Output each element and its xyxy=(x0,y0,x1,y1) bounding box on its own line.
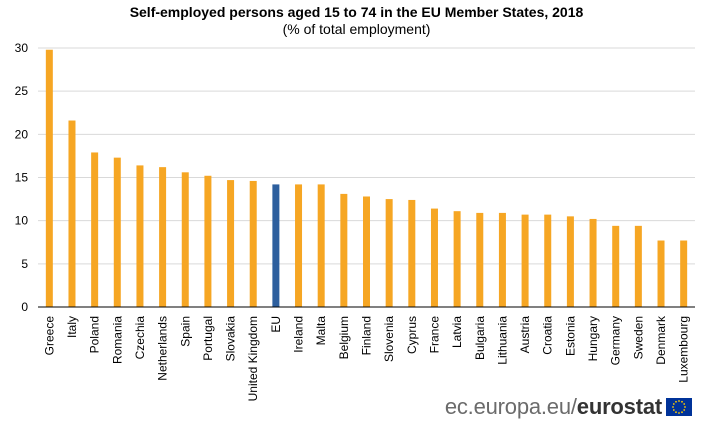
bar-denmark xyxy=(657,240,665,307)
bar-spain xyxy=(181,172,189,307)
x-axis-labels: Greece Italy Poland Romania Czechia Netherlan… xyxy=(42,315,690,401)
y-tick-label: 25 xyxy=(15,84,29,98)
footer-site-text: ec.europa.eu/ xyxy=(444,394,577,419)
x-tick-label: Denmark xyxy=(654,315,668,365)
bar-belgium xyxy=(340,193,348,307)
eu-flag-icon xyxy=(666,398,692,416)
chart-subtitle: (% of total employment) xyxy=(282,21,431,37)
bar-slovakia xyxy=(227,180,235,307)
eurostat-footer: ec.europa.eu/ eurostat xyxy=(444,394,692,419)
flag-star xyxy=(681,400,683,403)
bar-croatia xyxy=(544,214,552,307)
bar-netherlands xyxy=(159,167,167,307)
y-tick-label: 10 xyxy=(15,214,29,228)
bar-bulgaria xyxy=(476,212,484,307)
bar-united-kingdom xyxy=(249,180,257,307)
x-tick-label: Germany xyxy=(609,316,623,365)
x-tick-label: Luxembourg xyxy=(677,316,691,383)
y-tick-label: 0 xyxy=(21,300,28,314)
bar-slovenia xyxy=(385,199,393,307)
bar-italy xyxy=(68,120,76,308)
x-tick-label: Portugal xyxy=(201,316,215,361)
flag-star xyxy=(678,412,680,414)
bar-france xyxy=(430,208,438,307)
y-tick-label: 20 xyxy=(15,127,29,141)
x-tick-label: Malta xyxy=(314,316,328,346)
x-tick-label: Bulgaria xyxy=(473,316,487,360)
chart-title: Self-employed persons aged 15 to 74 in t… xyxy=(129,4,584,20)
x-tick-label: Netherlands xyxy=(156,316,170,381)
bar-finland xyxy=(363,196,370,307)
x-tick-label: Sweden xyxy=(631,316,645,359)
footer-brand-text: eurostat xyxy=(576,394,662,419)
x-tick-label: Ireland xyxy=(292,316,306,353)
y-tick-label: 15 xyxy=(15,171,29,185)
x-tick-label: Finland xyxy=(360,316,374,355)
y-tick-label: 30 xyxy=(15,41,29,55)
bar-latvia xyxy=(453,211,461,307)
x-tick-label: Hungary xyxy=(586,316,600,361)
bar-cyprus xyxy=(408,199,416,307)
x-tick-label: Slovakia xyxy=(224,316,238,362)
bar-eu xyxy=(272,184,280,307)
x-tick-label: Slovenia xyxy=(382,316,396,362)
bar-poland xyxy=(91,152,99,307)
flag-star xyxy=(684,406,686,408)
flag-star xyxy=(672,409,675,411)
y-axis-ticks: 0 5 10 15 20 25 30 xyxy=(15,41,29,314)
x-tick-label: Spain xyxy=(178,316,192,347)
x-tick-label: Greece xyxy=(42,316,56,356)
bar-romania xyxy=(113,157,121,307)
flag-star xyxy=(675,411,677,414)
x-tick-label: United Kingdom xyxy=(246,316,260,401)
flag-star xyxy=(672,406,674,408)
x-tick-label: Cyprus xyxy=(405,316,419,354)
flag-star xyxy=(683,403,686,405)
x-tick-label: Croatia xyxy=(541,316,555,355)
bar-luxembourg xyxy=(680,240,688,307)
x-tick-label: Poland xyxy=(88,316,102,353)
x-tick-label: Romania xyxy=(110,316,124,364)
flag-star xyxy=(672,403,675,405)
y-tick-label: 5 xyxy=(21,257,28,271)
bar-lithuania xyxy=(498,212,506,307)
bar-greece xyxy=(45,49,53,307)
bar-sweden xyxy=(634,225,642,307)
x-tick-label: Lithuania xyxy=(495,316,509,365)
x-tick-label: Czechia xyxy=(133,316,147,360)
x-tick-label: Austria xyxy=(518,316,532,354)
x-tick-label: France xyxy=(427,316,441,354)
bar-estonia xyxy=(566,216,574,307)
bar-germany xyxy=(612,225,620,307)
x-tick-label: Belgium xyxy=(337,316,351,359)
bars xyxy=(45,49,688,308)
x-tick-label: Latvia xyxy=(450,316,464,348)
flag-star xyxy=(678,400,680,402)
bar-hungary xyxy=(589,218,597,307)
x-tick-label: EU xyxy=(269,316,283,333)
flag-star xyxy=(683,409,686,411)
flag-star xyxy=(675,400,677,403)
bar-ireland xyxy=(295,184,303,307)
bar-malta xyxy=(317,184,325,307)
x-tick-label: Estonia xyxy=(563,316,577,356)
flag-star xyxy=(681,411,683,414)
bar-czechia xyxy=(136,165,144,307)
bar-austria xyxy=(521,214,529,307)
x-tick-label: Italy xyxy=(65,316,79,338)
bar-portugal xyxy=(204,175,212,307)
